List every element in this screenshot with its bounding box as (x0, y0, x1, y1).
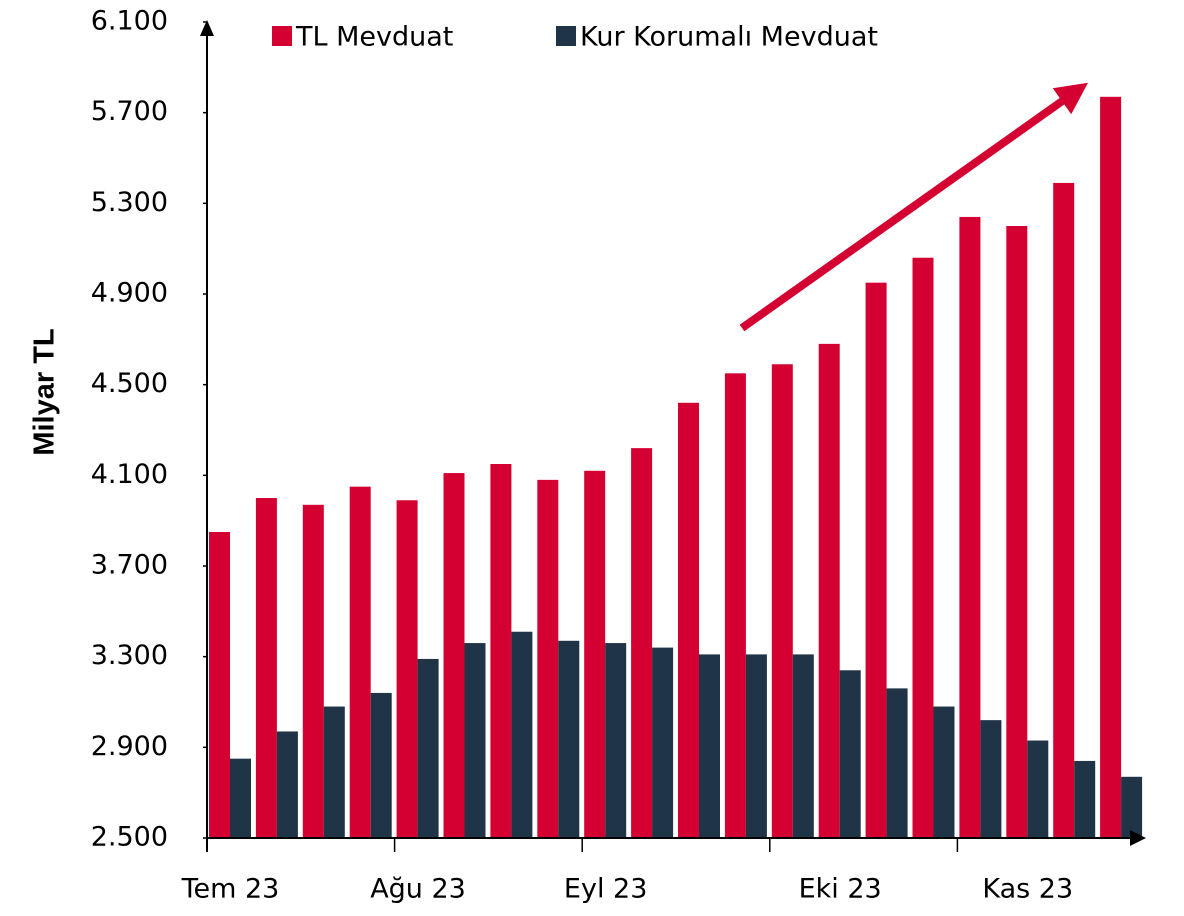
x-tick-label: Eyl 23 (564, 874, 647, 905)
y-tick-label: 3.300 (91, 640, 168, 671)
legend-swatch (272, 26, 292, 46)
bar (1053, 182, 1075, 838)
bar (417, 658, 439, 838)
bar (537, 479, 559, 838)
bar (605, 643, 627, 838)
y-tick-label: 4.100 (91, 459, 168, 490)
y-tick-label: 5.300 (91, 187, 168, 218)
bar (865, 282, 887, 839)
x-axis-arrow (1130, 830, 1146, 846)
bar (396, 500, 418, 838)
bar (771, 364, 793, 838)
bar (1100, 96, 1122, 839)
bar (1121, 776, 1143, 838)
trend-arrow (739, 82, 1089, 332)
bar (724, 373, 746, 838)
bar (490, 464, 512, 838)
bar (349, 486, 371, 838)
bar (302, 504, 324, 838)
bar (276, 731, 298, 838)
bar (699, 654, 720, 838)
x-tick-label: Eki 23 (799, 874, 882, 905)
bar (443, 473, 465, 838)
bar (584, 470, 606, 838)
y-tick-label: 4.900 (91, 278, 168, 309)
bar (1074, 760, 1096, 838)
x-tick-label: Ağu 23 (370, 874, 466, 905)
bar (839, 670, 861, 838)
bar (1027, 740, 1049, 838)
y-tick-label: 3.700 (91, 550, 168, 581)
bar (209, 532, 230, 838)
bar (255, 498, 277, 838)
legend-label: TL Mevduat (295, 22, 453, 53)
bar (631, 448, 653, 838)
legend-label: Kur Korumalı Mevduat (580, 22, 878, 53)
bar (464, 643, 486, 838)
bar (745, 654, 767, 838)
bar (511, 631, 533, 838)
bar (230, 758, 251, 838)
bar (959, 216, 981, 838)
y-tick-label: 2.900 (91, 731, 168, 762)
y-tick-label: 6.100 (91, 6, 168, 37)
bar (933, 706, 955, 838)
y-axis-label: Milyar TL (29, 328, 61, 455)
bar (678, 402, 699, 838)
bar (370, 692, 392, 838)
bar (912, 257, 934, 838)
y-tick-label: 5.700 (91, 96, 168, 127)
bar (1006, 226, 1028, 838)
bar (652, 647, 674, 838)
bar (323, 706, 345, 838)
bar (558, 640, 580, 838)
bar (818, 343, 840, 838)
x-tick-label: Kas 23 (982, 874, 1073, 905)
y-tick-label: 2.500 (91, 822, 168, 853)
bar (980, 720, 1002, 838)
y-tick-label: 4.500 (91, 368, 168, 399)
y-axis-arrow (200, 20, 214, 36)
bar (792, 654, 814, 838)
legend-swatch (556, 26, 576, 46)
x-tick-label: Tem 23 (181, 874, 280, 905)
bar (886, 688, 908, 838)
